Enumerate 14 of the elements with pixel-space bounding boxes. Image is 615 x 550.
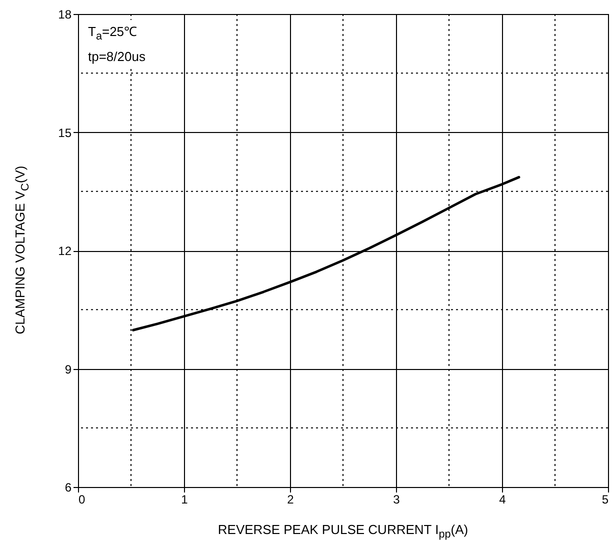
y-tick-label: 12 [58, 244, 72, 258]
x-tick-label: 1 [181, 492, 188, 506]
x-tick-label: 0 [78, 492, 86, 506]
annotation: tp=8/20us [88, 48, 146, 64]
y-tick-label: 15 [58, 126, 72, 140]
x-tick-label: 5 [602, 492, 609, 506]
y-tick-label: 6 [64, 480, 72, 494]
annotation: T$_{a}$=25℃ [88, 24, 138, 43]
y-tick-label: 18 [58, 8, 72, 22]
x-tick-label: 3 [393, 492, 400, 506]
y-tick-label: 9 [64, 362, 72, 376]
x-axis-title: REVERSE PEAK PULSE CURRENT I$_{pp}$(A) [216, 522, 470, 541]
x-tick-label: 2 [287, 492, 294, 506]
x-tick-label: 4 [499, 492, 506, 506]
